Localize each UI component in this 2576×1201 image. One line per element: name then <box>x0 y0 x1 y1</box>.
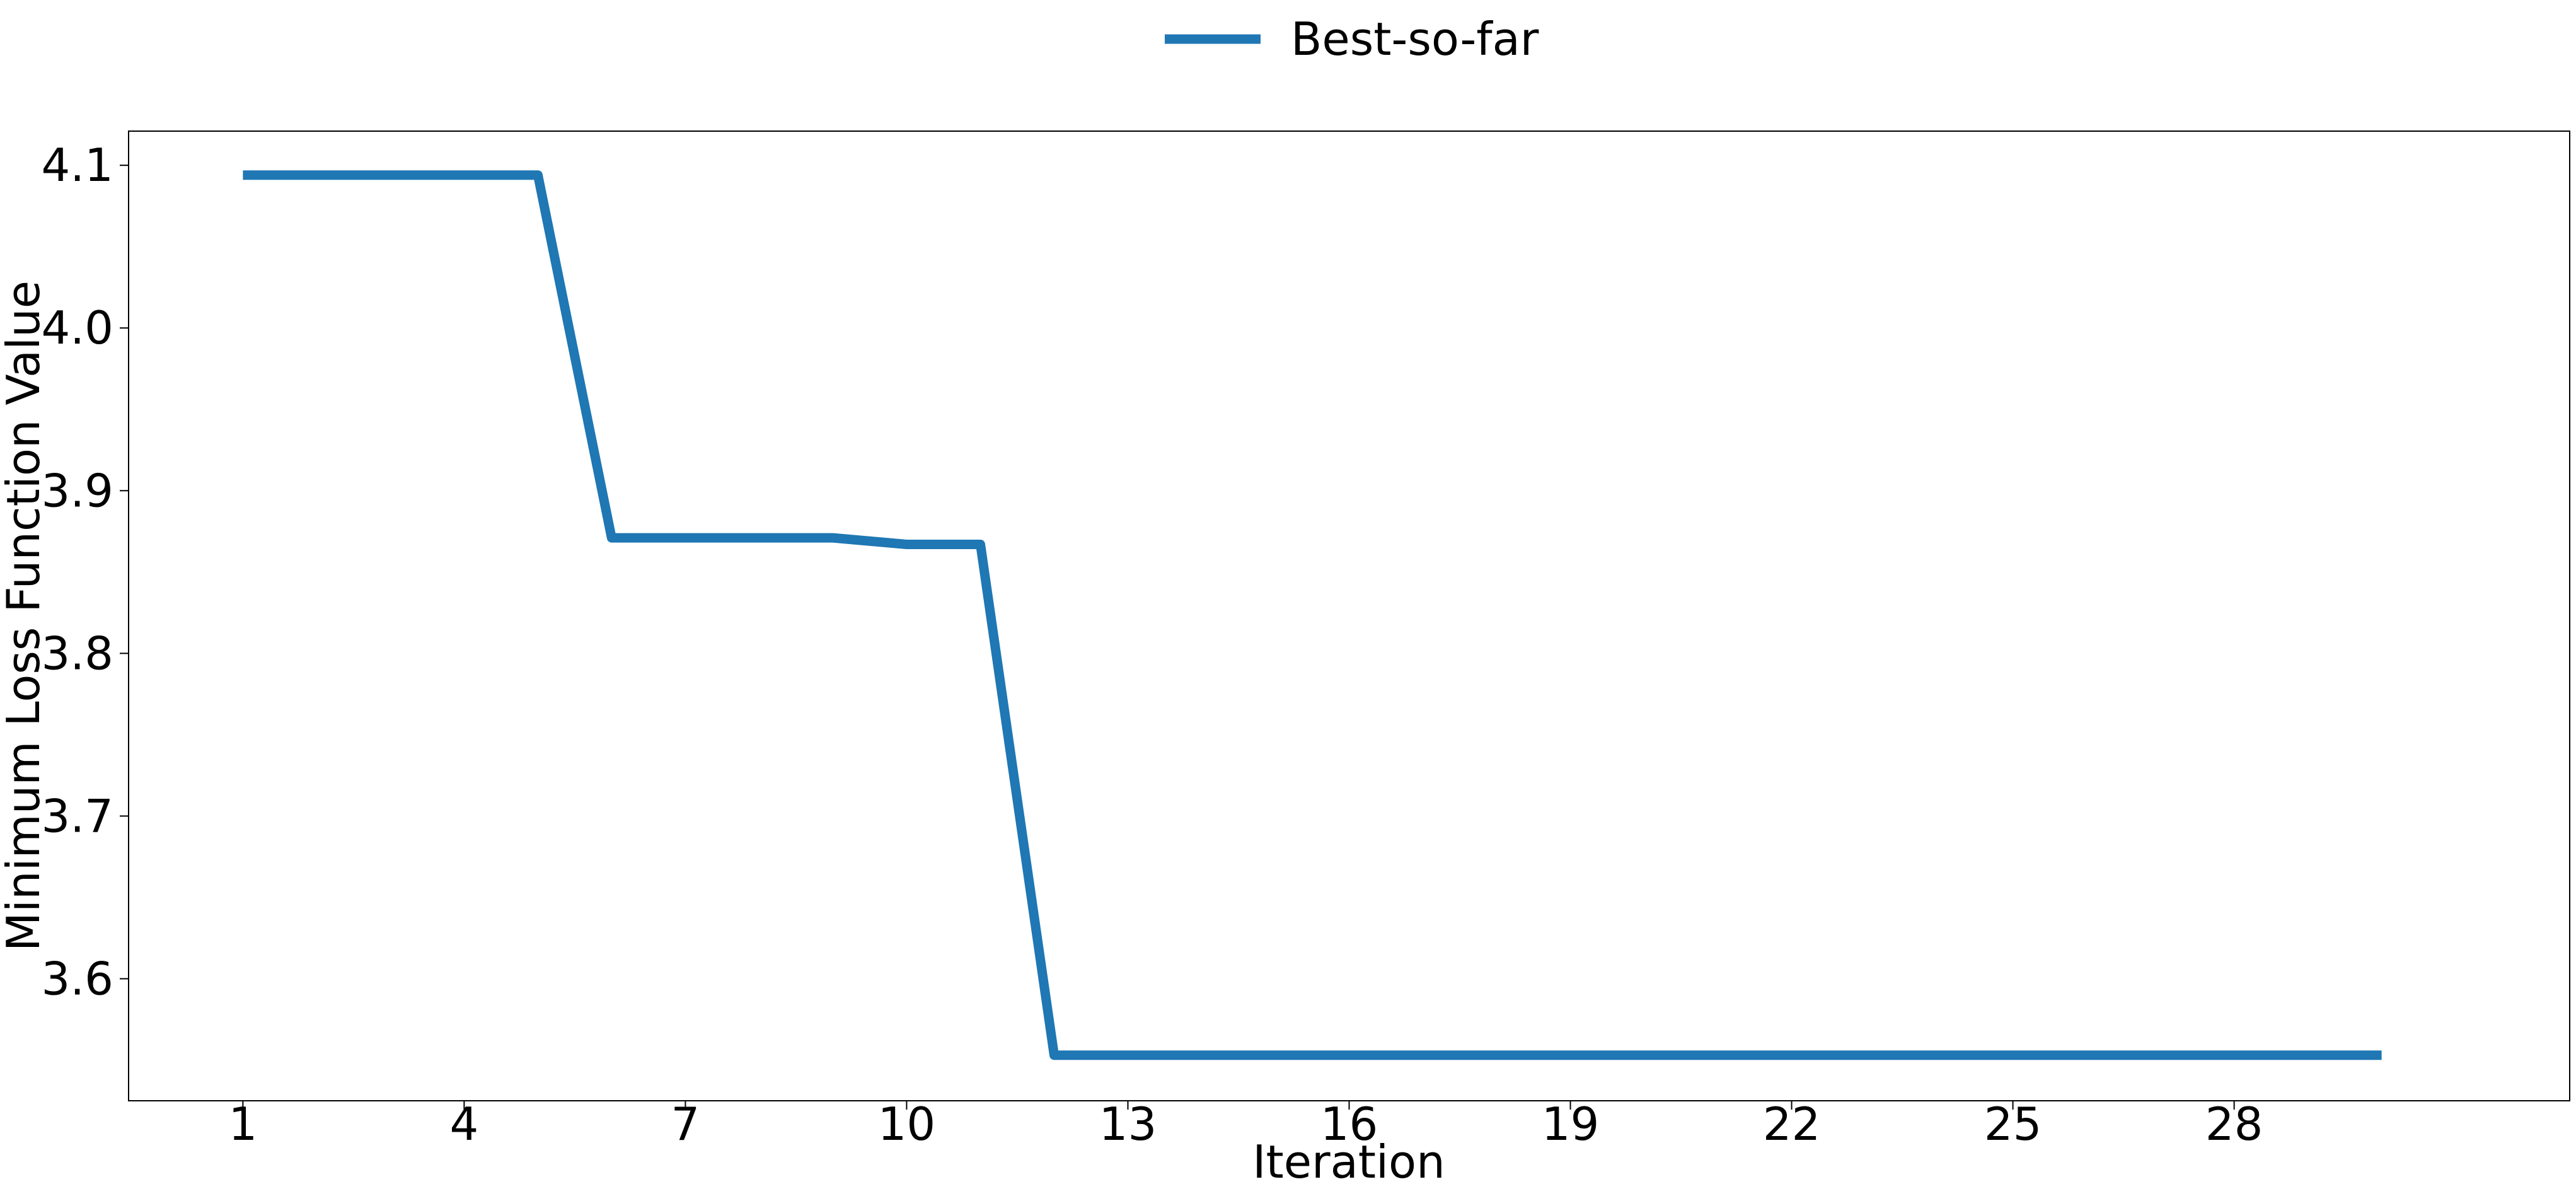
x-tick-label: 22 <box>1763 1098 1821 1151</box>
y-tick-label: 3.7 <box>41 789 113 842</box>
y-axis: 3.6 3.7 3.8 3.9 4.0 4.1 <box>41 139 129 1005</box>
x-tick-label: 16 <box>1320 1098 1378 1151</box>
x-tick-label: 7 <box>671 1098 700 1151</box>
y-tick-label: 3.8 <box>41 627 113 680</box>
x-tick-label: 13 <box>1099 1098 1157 1151</box>
legend-label-best-so-far: Best-so-far <box>1291 13 1539 66</box>
x-tick-label: 10 <box>878 1098 936 1151</box>
x-tick-label: 25 <box>1984 1098 2042 1151</box>
x-axis: 1 4 7 10 13 16 19 22 25 28 <box>228 1098 2263 1151</box>
y-tick-label: 3.9 <box>41 464 113 517</box>
y-axis-label: Minimum Loss Function Value <box>0 281 50 951</box>
x-axis-label: Iteration <box>1252 1135 1445 1188</box>
x-tick-label: 19 <box>1542 1098 1600 1151</box>
series-line-best-so-far <box>243 170 2382 1060</box>
series-group <box>243 170 2382 1060</box>
y-tick-label: 4.0 <box>41 301 113 354</box>
y-tick-label: 4.1 <box>41 139 113 192</box>
x-tick-label: 4 <box>449 1098 478 1151</box>
y-tick-label: 3.6 <box>41 952 113 1005</box>
x-tick-label: 28 <box>2205 1098 2263 1151</box>
x-tick-label: 1 <box>228 1098 257 1151</box>
legend: Best-so-far <box>1165 13 1539 66</box>
